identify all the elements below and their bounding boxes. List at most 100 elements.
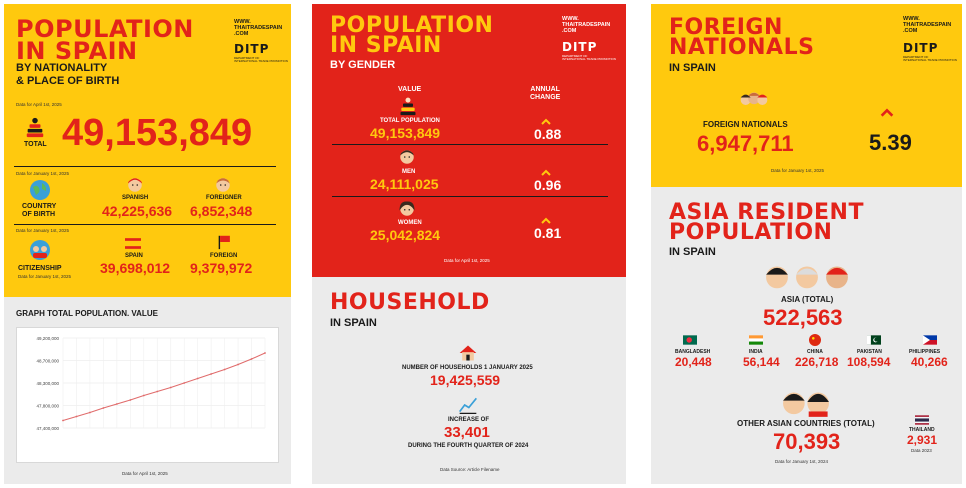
foreigner-person-icon — [216, 178, 230, 192]
total-population-label: TOTAL POPULATION — [380, 118, 440, 124]
foreign-people-icon — [740, 92, 768, 105]
foreign-nationals-label: FOREIGN NATIONALS — [703, 120, 788, 129]
panel-title: POPULATION IN SPAIN — [330, 13, 494, 59]
chart-frame: 49,200,000 48,700,000 48,300,000 47,800,000… — [16, 327, 279, 463]
data-point — [196, 377, 199, 380]
india-flag-icon — [749, 335, 763, 345]
y-tick-label: 48,300,000 — [36, 381, 59, 386]
foreigner-value: 6,852,348 — [190, 203, 253, 219]
country-value: 20,448 — [675, 355, 712, 369]
other-asian-label: OTHER ASIAN COUNTRIES (TOTAL) — [737, 419, 875, 428]
women-value: 25,042,824 — [370, 227, 441, 243]
date-note: Data for April 1st, 2025 — [16, 102, 62, 107]
asian-couple-icon — [783, 392, 829, 417]
country-value: 56,144 — [743, 355, 780, 369]
flag-pin-icon — [218, 235, 230, 250]
men-value: 24,111,025 — [370, 176, 439, 192]
spain-value: 39,698,012 — [100, 260, 171, 276]
data-point — [129, 399, 132, 401]
total-change-value: 0.88 — [534, 126, 562, 142]
y-tick-label: 49,200,000 — [36, 336, 59, 341]
ditp-logo-caption: DEPARTMENT OF INTERNATIONAL TRADE PROMOT… — [903, 55, 957, 63]
country-of-birth-label: COUNTRY OF BIRTH — [22, 203, 57, 218]
series-line — [62, 352, 266, 421]
quarter-label: DURING THE FOURTH QUARTER OF 2024 — [408, 443, 529, 449]
country-value: 108,594 — [847, 355, 891, 369]
household-title: HOUSEHOLD — [330, 290, 490, 315]
panel-foreign-nationals: FOREIGN NATIONALS IN SPAIN WWW. THAITRAD… — [651, 4, 962, 187]
panel-subtitle: IN SPAIN — [669, 62, 716, 74]
philippines-flag-icon — [923, 335, 937, 345]
data-point — [115, 403, 118, 405]
date-note: Data for January 1st, 2025 — [16, 228, 70, 233]
y-tick-label: 47,400,000 — [36, 426, 59, 431]
households-count-label: NUMBER OF HOUSEHOLDS 1 JANUARY 2025 — [402, 365, 533, 371]
data-point — [156, 390, 159, 393]
thailand-value: 2,931 — [907, 433, 938, 447]
data-source: Data Source: Article Filename — [440, 467, 500, 472]
spanish-person-icon — [128, 178, 142, 192]
graph-title: GRAPH TOTAL POPULATION. VALUE — [16, 309, 158, 318]
crowd-icon — [26, 117, 44, 138]
annual-change-header: ANNUAL CHANGE — [530, 86, 561, 101]
citizenship-label: CITIZENSHIP — [18, 265, 62, 272]
value-header: VALUE — [398, 86, 422, 93]
data-point — [62, 419, 64, 422]
women-change-value: 0.81 — [534, 225, 562, 241]
pakistan-flag-icon — [867, 335, 881, 345]
chevron-up-icon — [541, 169, 551, 176]
foreigner-label: FOREIGNER — [206, 195, 242, 201]
panel-household: HOUSEHOLD IN SPAIN NUMBER OF HOUSEHOLDS … — [312, 277, 626, 484]
citizens-icon — [30, 240, 50, 260]
panel-subtitle: BY NATIONALITY & PLACE OF BIRTH — [16, 62, 120, 87]
panel-title: FOREIGN NATIONALS — [669, 15, 815, 61]
thailand-date: Data 2023 — [911, 448, 932, 453]
data-point — [183, 382, 186, 384]
date-note: Data for January 1st, 2024 — [775, 459, 829, 464]
foreign-label: FOREIGN — [210, 253, 238, 259]
panel-title: POPULATION IN SPAIN — [16, 15, 194, 66]
globe-icon — [30, 180, 50, 200]
divider — [332, 196, 608, 197]
ditp-logo: DITP — [234, 42, 270, 56]
thailand-label: THAILAND — [909, 427, 935, 433]
date-note: Data for January 1st, 2025 — [18, 274, 72, 279]
data-point — [210, 373, 213, 375]
other-asian-value: 70,393 — [773, 429, 841, 454]
asia-title: ASIA RESIDENT POPULATION — [669, 200, 864, 246]
data-point — [102, 407, 105, 409]
women-label: WOMEN — [398, 220, 422, 226]
chevron-up-icon — [541, 118, 551, 125]
spanish-label: SPANISH — [122, 195, 149, 201]
data-point — [142, 394, 145, 397]
men-change-value: 0.96 — [534, 177, 562, 193]
asia-country-list: BANGLADESH 20,448 INDIA 56,144 CHINA 226… — [665, 334, 955, 375]
foreign-nationals-change: 5.39 — [869, 130, 912, 155]
panel-asia-residents: ASIA RESIDENT POPULATION IN SPAIN ASIA (… — [651, 187, 962, 484]
population-line-chart: 49,200,000 48,700,000 48,300,000 47,800,000… — [36, 336, 266, 431]
divider — [332, 144, 608, 145]
date-note: Data for January 1st, 2025 — [771, 168, 825, 173]
ditp-logo-caption: DEPARTMENT OF INTERNATIONAL TRADE PROMOT… — [234, 56, 288, 64]
divider — [14, 166, 276, 167]
increase-value: 33,401 — [444, 424, 490, 441]
total-label: TOTAL — [24, 141, 47, 148]
foreign-value: 9,379,972 — [190, 260, 253, 276]
country-name: INDIA — [749, 349, 763, 355]
website-text: WWW. THAITRADESPAIN .COM — [903, 16, 952, 35]
asian-people-icon — [766, 266, 848, 289]
data-point — [89, 411, 91, 414]
website-text: WWW. THAITRADESPAIN .COM — [562, 16, 611, 35]
date-note: Data for January 1st, 2025 — [16, 171, 70, 176]
panel-nationality: POPULATION IN SPAIN BY NATIONALITY & PLA… — [4, 4, 291, 297]
house-icon — [459, 345, 477, 361]
country-name: PAKISTAN — [857, 349, 882, 355]
households-count-value: 19,425,559 — [430, 372, 501, 388]
china-flag-icon — [809, 334, 821, 346]
data-point — [223, 368, 226, 371]
bangladesh-flag-icon — [683, 335, 697, 345]
growth-chart-icon — [459, 397, 477, 414]
spain-label: SPAIN — [125, 253, 143, 259]
data-point — [75, 415, 78, 418]
increase-label: INCREASE OF — [448, 417, 490, 423]
